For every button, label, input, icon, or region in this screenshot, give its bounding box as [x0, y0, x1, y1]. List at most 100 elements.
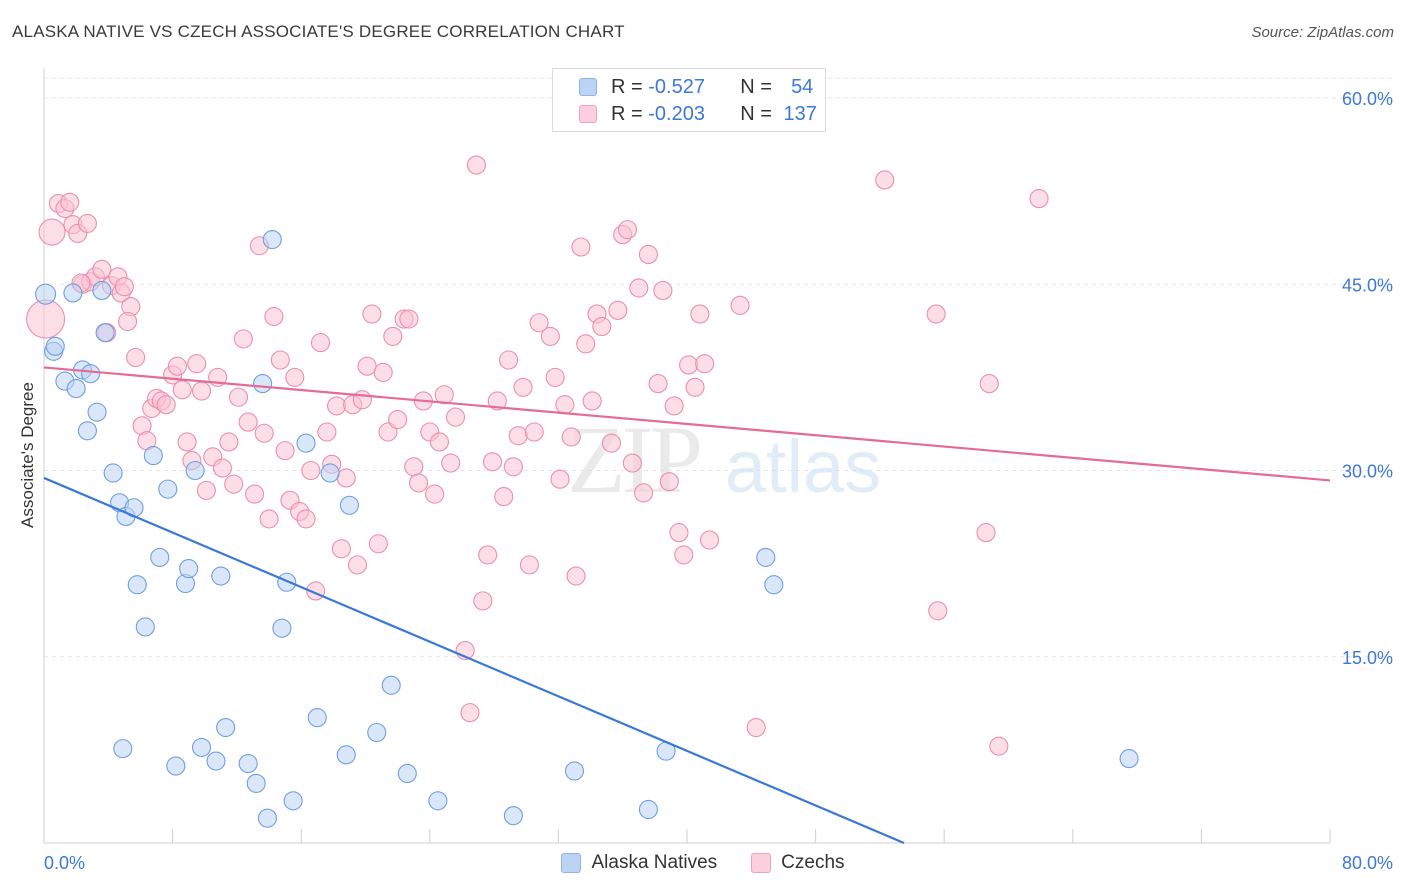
- czech-point: [77, 213, 97, 233]
- czech-point: [571, 237, 591, 257]
- legend-item-czechs[interactable]: Czechs: [751, 852, 845, 874]
- czech-point: [508, 426, 528, 446]
- alaska-native-point: [92, 280, 112, 301]
- alaska-native-point: [320, 463, 340, 483]
- czech-point: [445, 407, 466, 427]
- czech-point: [92, 259, 112, 279]
- czech-point: [26, 299, 66, 339]
- alaska-native-point: [336, 745, 356, 765]
- legend-n-value: 137: [783, 102, 817, 125]
- czech-point: [296, 509, 316, 529]
- alaska-native-point: [143, 446, 163, 466]
- czech-point: [317, 422, 337, 442]
- legend-r-label: R =: [611, 75, 643, 98]
- czech-point: [460, 703, 480, 723]
- y-tick-label: 15.0%: [1342, 648, 1393, 668]
- czech-point: [634, 483, 654, 503]
- y-tick-label: 45.0%: [1342, 275, 1393, 295]
- czech-point: [441, 453, 461, 473]
- alaska-native-point: [103, 463, 123, 483]
- alaska-native-point: [35, 283, 57, 305]
- tick-labels: 15.0% 30.0% 45.0% 60.0% 0.0% 80.0%: [44, 89, 1393, 873]
- alaska-native-point: [296, 433, 316, 453]
- alaska-native-point: [87, 402, 107, 422]
- czech-point: [576, 334, 596, 354]
- czech-point: [622, 453, 642, 473]
- alaska-native-point: [246, 773, 266, 793]
- czech-point: [928, 601, 948, 621]
- czech-point: [270, 350, 290, 370]
- czech-point: [690, 304, 710, 324]
- alaska-native-point: [339, 495, 359, 515]
- alaska-native-point: [638, 799, 658, 820]
- alaska-native-point: [191, 737, 212, 757]
- czech-point: [187, 354, 207, 374]
- alaska-native-point: [564, 761, 585, 781]
- alaska-native-point: [1119, 749, 1139, 769]
- czech-point: [331, 539, 351, 559]
- gridlines: [44, 77, 1392, 658]
- czech-point: [529, 313, 549, 333]
- czech-point: [404, 457, 424, 477]
- czech-point: [425, 484, 445, 504]
- alaska-natives-trend-line: [43, 476, 905, 845]
- czech-point: [238, 412, 258, 432]
- x-tick-label: 0.0%: [44, 853, 85, 873]
- alaska-native-point: [428, 791, 448, 811]
- czech-point: [383, 326, 403, 346]
- alaska-native-point: [283, 791, 303, 811]
- alaska-natives-points: [35, 230, 1139, 828]
- czech-point: [926, 304, 946, 324]
- legend-swatch-blue: [579, 78, 597, 96]
- czech-point: [118, 311, 138, 332]
- czech-point: [352, 390, 372, 410]
- czech-point: [730, 295, 750, 315]
- czech-point: [653, 280, 673, 301]
- alaska-native-point: [307, 708, 327, 728]
- alaska-native-point: [211, 566, 231, 586]
- alaska-native-point: [45, 336, 65, 356]
- czech-point: [388, 410, 408, 430]
- czech-point: [524, 422, 544, 442]
- legend-row-czechs: R = -0.203 N = 137: [579, 101, 817, 127]
- legend-label-czechs: Czechs: [781, 852, 845, 873]
- alaska-native-point: [66, 378, 86, 399]
- alaska-native-point: [257, 808, 277, 828]
- legend-item-alaska-natives[interactable]: Alaska Natives: [561, 852, 717, 874]
- alaska-native-point: [150, 547, 170, 567]
- czech-point: [399, 309, 419, 329]
- czech-point: [336, 468, 356, 488]
- legend-r-value: -0.527: [648, 75, 705, 98]
- alaska-native-point: [63, 283, 83, 303]
- czech-point: [685, 377, 705, 397]
- chart-source: Source: ZipAtlas.com: [1251, 24, 1394, 41]
- czech-point: [126, 347, 146, 368]
- czech-point: [254, 423, 274, 443]
- legend-swatch-blue: [561, 853, 582, 873]
- czech-point: [494, 487, 514, 507]
- czech-point: [695, 354, 715, 374]
- czech-point: [357, 356, 377, 376]
- czech-point: [561, 427, 581, 447]
- czech-point: [114, 277, 134, 297]
- czech-point: [555, 395, 575, 415]
- alaska-native-point: [127, 575, 147, 595]
- czech-point: [582, 391, 602, 411]
- czech-point: [513, 377, 533, 397]
- czech-point: [167, 356, 187, 376]
- czech-point: [60, 192, 80, 212]
- czech-point: [629, 278, 649, 298]
- alaska-native-point: [272, 618, 292, 638]
- czech-point: [566, 566, 586, 586]
- alaska-native-point: [367, 722, 387, 743]
- alaska-native-point: [503, 806, 523, 826]
- czech-point: [177, 432, 197, 452]
- alaska-native-point: [179, 559, 199, 579]
- alaska-native-point: [158, 479, 178, 499]
- czech-point: [664, 396, 684, 416]
- alaska-native-point: [113, 739, 133, 759]
- czech-point: [638, 244, 658, 264]
- czech-point: [540, 326, 560, 346]
- czech-point: [196, 480, 216, 500]
